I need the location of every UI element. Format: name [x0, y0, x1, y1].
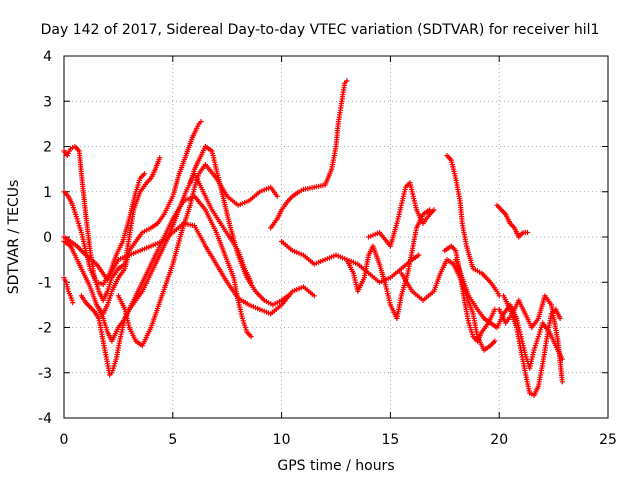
data-point: [248, 333, 254, 340]
y-tick-label: -3: [38, 366, 52, 382]
y-tick-labels: -4 -3 -2 -1 0 1 2 3 4: [38, 49, 52, 427]
data-point: [496, 293, 502, 299]
series-trace: [63, 172, 146, 286]
data-point: [70, 300, 76, 306]
data-series: [61, 78, 565, 398]
series-trace: [80, 172, 252, 376]
series-track-12: [344, 207, 433, 321]
series-track-13: [366, 180, 437, 249]
x-tick-labels: 0 5 10 15 20 25: [60, 432, 617, 448]
y-tick-label: -4: [38, 411, 52, 427]
y-tick-label: 3: [43, 94, 52, 110]
x-tick-label: 20: [490, 432, 508, 448]
data-point: [285, 293, 291, 299]
data-point: [198, 119, 204, 125]
x-tick-label: 15: [381, 432, 399, 448]
series-track-10: [268, 78, 350, 231]
data-point: [492, 306, 498, 312]
series-track-7: [94, 193, 254, 344]
x-tick-label: 5: [168, 432, 177, 448]
y-tick-label: 1: [43, 185, 52, 201]
y-axis-label: SDTVAR / TECUs: [6, 180, 22, 295]
data-point: [557, 315, 563, 321]
chart-title: Day 142 of 2017, Sidereal Day-to-day VTE…: [41, 22, 600, 38]
y-tick-label: -1: [38, 275, 52, 291]
series-track-20: [494, 202, 531, 240]
x-tick-label: 10: [273, 432, 291, 448]
data-point: [344, 78, 350, 84]
y-tick-label: 2: [43, 140, 52, 156]
x-axis-label: GPS time / hours: [277, 458, 394, 474]
x-tick-label: 0: [60, 432, 69, 448]
x-tick-label: 25: [599, 432, 617, 448]
data-point: [274, 193, 280, 199]
series-track-1: [61, 275, 76, 306]
series-track-16: [444, 153, 502, 299]
data-point: [141, 171, 148, 177]
series-track-19: [496, 293, 565, 385]
data-point: [416, 252, 422, 258]
y-tick-label: 0: [43, 230, 52, 246]
data-point: [524, 229, 531, 236]
series-track-5: [61, 119, 204, 317]
series-trace: [496, 204, 529, 238]
data-point: [311, 293, 317, 299]
series-track-14: [398, 257, 498, 353]
data-point: [492, 338, 498, 344]
y-tick-label: -2: [38, 321, 52, 337]
data-point: [559, 379, 565, 385]
series-track-9: [187, 143, 291, 308]
data-point: [157, 155, 163, 161]
y-tick-label: 4: [43, 49, 52, 65]
data-point: [431, 207, 437, 213]
series-track-3: [61, 171, 148, 288]
